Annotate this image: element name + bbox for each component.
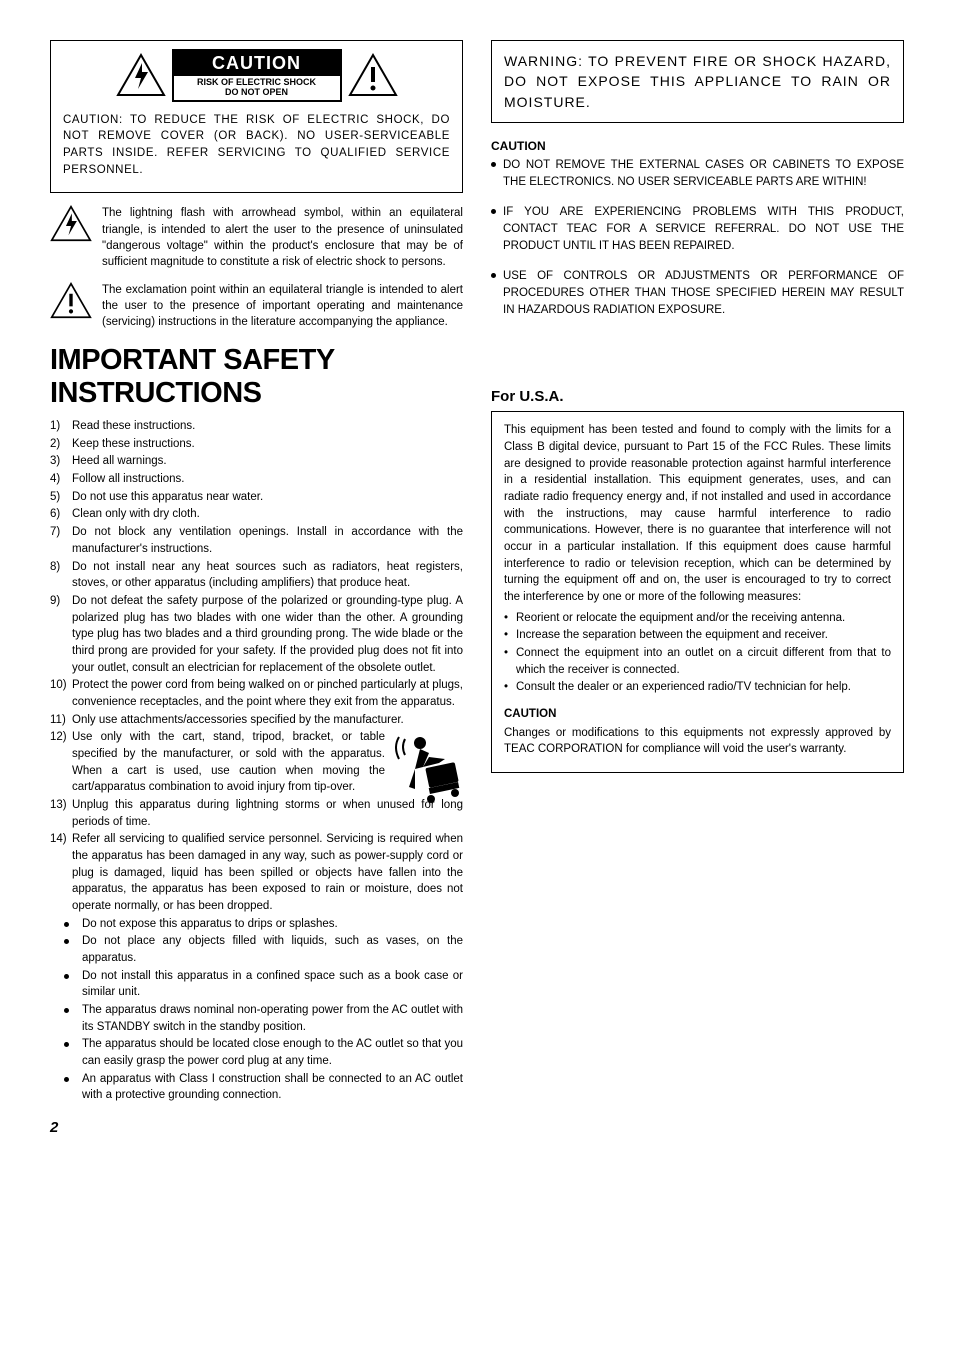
caution-body-text: CAUTION: TO REDUCE THE RISK OF ELECTRIC … (63, 112, 450, 179)
safety-item: Heed all warnings. (50, 453, 463, 470)
bang-triangle-icon (348, 53, 398, 97)
safety-item: Clean only with dry cloth. (50, 506, 463, 523)
caution-label: CAUTION RISK OF ELECTRIC SHOCK DO NOT OP… (172, 49, 342, 102)
safety-item: Do not defeat the safety purpose of the … (50, 593, 463, 676)
bolt-explanation: The lightning flash with arrowhead symbo… (50, 205, 463, 269)
rcol-caution-list: DO NOT REMOVE THE EXTERNAL CASES OR CABI… (491, 157, 904, 318)
safety-bullet: Do not expose this apparatus to drips or… (72, 916, 463, 933)
rcol-caution-item: USE OF CONTROLS OR ADJUSTMENTS OR PERFOR… (491, 268, 904, 318)
safety-bullet: The apparatus should be located close en… (72, 1036, 463, 1069)
usa-list: Reorient or relocate the equipment and/o… (504, 610, 891, 696)
safety-item: Unplug this apparatus during lightning s… (50, 797, 463, 830)
usa-list-item: Connect the equipment into an outlet on … (504, 645, 891, 678)
safety-list: Read these instructions. Keep these inst… (50, 418, 463, 914)
safety-item: Do not use this apparatus near water. (50, 489, 463, 506)
left-column: CAUTION RISK OF ELECTRIC SHOCK DO NOT OP… (50, 40, 463, 1105)
caution-bar: CAUTION (174, 51, 340, 76)
warning-box: WARNING: TO PREVENT FIRE OR SHOCK HAZARD… (491, 40, 904, 123)
right-column: WARNING: TO PREVENT FIRE OR SHOCK HAZARD… (491, 40, 904, 1105)
safety-item: Keep these instructions. (50, 436, 463, 453)
cart-tipover-icon (395, 729, 463, 805)
usa-heading: For U.S.A. (491, 388, 904, 405)
safety-item-cart: Use only with the cart, stand, tripod, b… (50, 729, 463, 796)
usa-list-item: Increase the separation between the equi… (504, 627, 891, 644)
rcol-caution-item: IF YOU ARE EXPERIENCING PROBLEMS WITH TH… (491, 204, 904, 254)
safety-bullet: Do not install this apparatus in a confi… (72, 968, 463, 1001)
safety-heading: IMPORTANT SAFETY INSTRUCTIONS (50, 344, 463, 410)
safety-bullets: Do not expose this apparatus to drips or… (50, 916, 463, 1104)
rcol-caution-heading: CAUTION (491, 139, 904, 153)
bolt-icon (50, 205, 92, 269)
usa-list-item: Reorient or relocate the equipment and/o… (504, 610, 891, 627)
usa-intro: This equipment has been tested and found… (504, 422, 891, 605)
safety-item: Do not block any ventilation openings. I… (50, 524, 463, 557)
usa-list-item: Consult the dealer or an experienced rad… (504, 679, 891, 696)
safety-item: Only use attachments/accessories specifi… (50, 712, 463, 729)
bolt-text: The lightning flash with arrowhead symbo… (102, 205, 463, 269)
safety-bullet: The apparatus draws nominal non-operatin… (72, 1002, 463, 1035)
safety-bullet: Do not place any objects filled with liq… (72, 933, 463, 966)
usa-box: This equipment has been tested and found… (491, 411, 904, 773)
bang-text: The exclamation point within an equilate… (102, 282, 463, 330)
caution-badge-row: CAUTION RISK OF ELECTRIC SHOCK DO NOT OP… (63, 49, 450, 102)
safety-bullet: An apparatus with Class I construction s… (72, 1071, 463, 1104)
safety-item: Refer all servicing to qualified service… (50, 831, 463, 914)
caution-badge-box: CAUTION RISK OF ELECTRIC SHOCK DO NOT OP… (50, 40, 463, 193)
caution-subtext: RISK OF ELECTRIC SHOCK DO NOT OPEN (174, 76, 340, 100)
usa-caution-heading: CAUTION (504, 706, 891, 723)
safety-item: Do not install near any heat sources suc… (50, 559, 463, 592)
bang-icon (50, 282, 92, 330)
page-number: 2 (50, 1119, 904, 1136)
safety-item: Read these instructions. (50, 418, 463, 435)
safety-item: Protect the power cord from being walked… (50, 677, 463, 710)
bolt-triangle-icon (116, 53, 166, 97)
safety-item: Follow all instructions. (50, 471, 463, 488)
usa-caution-body: Changes or modifications to this equipme… (504, 725, 891, 758)
rcol-caution-item: DO NOT REMOVE THE EXTERNAL CASES OR CABI… (491, 157, 904, 190)
bang-explanation: The exclamation point within an equilate… (50, 282, 463, 330)
